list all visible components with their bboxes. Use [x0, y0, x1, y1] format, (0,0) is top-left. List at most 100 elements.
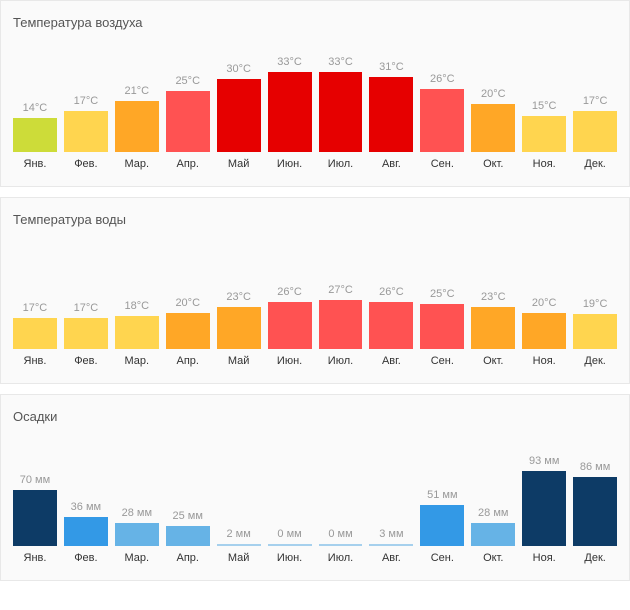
bar-column: 93 ммНоя.: [522, 455, 566, 564]
value-label: 33°C: [277, 56, 302, 68]
month-label: Дек.: [584, 355, 605, 367]
month-label: Сен.: [431, 552, 454, 564]
bar: [115, 316, 159, 349]
bar: [522, 313, 566, 349]
month-label: Апр.: [176, 158, 198, 170]
value-label: 19°C: [583, 298, 608, 310]
bar: [64, 111, 108, 152]
value-label: 36 мм: [71, 501, 101, 513]
bar: [471, 307, 515, 349]
value-label: 2 мм: [226, 528, 250, 540]
bar: [573, 111, 617, 152]
bar-column: 28 ммОкт.: [471, 507, 515, 564]
bar-column: 2 мм Май: [217, 528, 261, 564]
bar-column: 33°CИюл.: [319, 56, 363, 170]
bar-column: 0 мм Июн.: [268, 528, 312, 564]
month-label: Мар.: [125, 552, 150, 564]
bar: [522, 116, 566, 152]
chart-panel: Температура воды17°CЯнв.17°CФев.18°CМар.…: [0, 197, 630, 384]
value-label: 23°C: [226, 291, 251, 303]
month-label: Авг.: [382, 158, 401, 170]
month-label: Июн.: [277, 552, 302, 564]
bar-column: 23°C Май: [217, 291, 261, 367]
bar: [217, 544, 261, 546]
bar: [319, 300, 363, 349]
value-label: 25°C: [430, 288, 455, 300]
month-label: Ноя.: [533, 355, 556, 367]
value-label: 26°C: [277, 286, 302, 298]
month-label: Янв.: [24, 355, 47, 367]
value-label: 31°C: [379, 61, 404, 73]
bar-chart: 17°CЯнв.17°CФев.18°CМар.20°CАпр.23°CМай2…: [13, 257, 617, 367]
bar: [166, 526, 210, 546]
month-label: Авг.: [382, 552, 401, 564]
bar: [319, 72, 363, 152]
bar-column: 17°CФев.: [64, 302, 108, 367]
bar: [268, 302, 312, 349]
value-label: 26°C: [430, 73, 455, 85]
month-label: Июл.: [328, 158, 353, 170]
bar: [64, 318, 108, 349]
bar: [471, 523, 515, 546]
bar-column: 26°C Июн.: [268, 286, 312, 367]
value-label: 20°C: [175, 297, 200, 309]
bar: [369, 302, 413, 349]
bar: [268, 544, 312, 546]
month-label: Окт.: [483, 158, 503, 170]
value-label: 20°C: [481, 88, 506, 100]
value-label: 18°C: [125, 300, 150, 312]
bar-column: 18°C Мар.: [115, 300, 159, 367]
month-label: Июн.: [277, 355, 302, 367]
bar-column: 17°C Фев.: [64, 95, 108, 170]
bar-column: 25 ммАпр.: [166, 510, 210, 564]
bar-column: 26°C Сен.: [420, 73, 464, 170]
value-label: 17°C: [74, 95, 99, 107]
bar-column: 28 ммМар.: [115, 507, 159, 564]
chart-panel: Температура воздуха14°CЯнв.17°CФев.21°CМ…: [0, 0, 630, 187]
month-label: Июл.: [328, 355, 353, 367]
bar-column: 51 ммСен.: [420, 489, 464, 564]
bar: [573, 314, 617, 349]
month-label: Окт.: [483, 355, 503, 367]
month-label: Фев.: [74, 355, 97, 367]
value-label: 0 мм: [277, 528, 301, 540]
panel-title: Осадки: [13, 409, 617, 424]
bar: [217, 79, 261, 152]
bar-column: 17°CДек.: [573, 95, 617, 170]
bar: [166, 313, 210, 349]
bar: [369, 77, 413, 152]
bar-column: 36 ммФев.: [64, 501, 108, 564]
value-label: 93 мм: [529, 455, 559, 467]
month-label: Сен.: [431, 355, 454, 367]
bar: [420, 304, 464, 349]
value-label: 25°C: [175, 75, 200, 87]
bar: [268, 72, 312, 152]
month-label: Май: [228, 355, 250, 367]
bar-column: 26°CАвг.: [369, 286, 413, 367]
value-label: 23°C: [481, 291, 506, 303]
bar-column: 19°C Дек.: [573, 298, 617, 367]
bar: [471, 104, 515, 152]
bar: [13, 490, 57, 546]
bar-column: 70 ммЯнв.: [13, 474, 57, 564]
month-label: Мар.: [125, 355, 150, 367]
bar: [420, 505, 464, 546]
value-label: 30°C: [226, 63, 251, 75]
value-label: 28 мм: [478, 507, 508, 519]
month-label: Май: [228, 158, 250, 170]
bar-column: 25°C Апр.: [166, 75, 210, 170]
bar: [64, 517, 108, 546]
month-label: Май: [228, 552, 250, 564]
month-label: Апр.: [176, 355, 198, 367]
month-label: Фев.: [74, 158, 97, 170]
value-label: 20°C: [532, 297, 557, 309]
bar-column: 31°C Авг.: [369, 61, 413, 170]
month-label: Сен.: [431, 158, 454, 170]
month-label: Янв.: [24, 158, 47, 170]
bar: [217, 307, 261, 349]
bar-column: 20°C Ноя.: [522, 297, 566, 367]
value-label: 14°C: [23, 102, 48, 114]
value-label: 25 мм: [173, 510, 203, 522]
bar: [319, 544, 363, 546]
bar: [13, 318, 57, 349]
